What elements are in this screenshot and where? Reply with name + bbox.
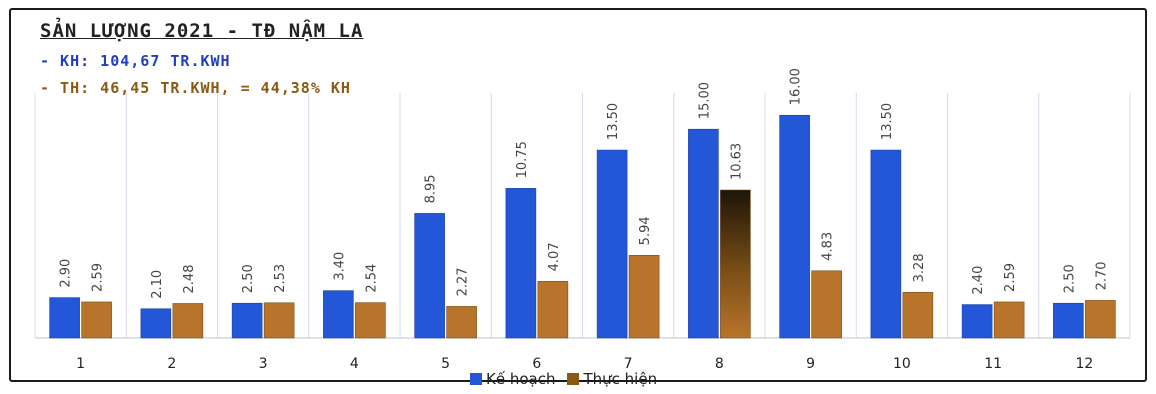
x-tick-label-7: 7 — [624, 356, 633, 372]
plan-label-11: 2.40 — [971, 266, 986, 295]
x-tick-label-8: 8 — [715, 356, 724, 372]
actual-bar-4 — [355, 302, 386, 339]
x-tick-label-1: 1 — [76, 356, 85, 372]
actual-bar-8 — [720, 189, 751, 339]
actual-label-4: 2.54 — [364, 264, 379, 293]
legend-item-actual: Thực hiện — [567, 370, 657, 388]
plan-summary: - KH: 104,67 TR.KWH — [40, 52, 231, 70]
actual-bar-9 — [811, 270, 842, 339]
x-tick-label-2: 2 — [167, 356, 176, 372]
plan-bar-12 — [1053, 302, 1084, 339]
plan-label-1: 2.90 — [59, 259, 74, 288]
plan-label-2: 2.10 — [150, 270, 165, 299]
actual-label-11: 2.59 — [1003, 263, 1018, 292]
actual-label-5: 2.27 — [456, 267, 471, 296]
plan-bar-6 — [505, 188, 537, 339]
actual-bar-3 — [263, 302, 295, 339]
actual-label-12: 2.70 — [1094, 261, 1109, 290]
plan-bar-7 — [596, 149, 628, 339]
legend-swatch-plan — [470, 373, 482, 385]
actual-bar-12 — [1085, 300, 1116, 339]
x-tick-label-9: 9 — [806, 356, 815, 372]
chart-legend: Kế hoạch Thực hiện — [470, 370, 663, 388]
actual-label-2: 2.48 — [182, 265, 197, 294]
actual-bar-11 — [993, 301, 1025, 339]
plan-label-3: 2.50 — [241, 264, 256, 293]
actual-bar-7 — [628, 255, 660, 339]
plan-bar-8 — [688, 128, 719, 339]
legend-item-plan: Kế hoạch — [470, 370, 555, 388]
legend-label-actual: Thực hiện — [583, 370, 658, 388]
x-tick-label-4: 4 — [350, 356, 359, 372]
actual-bar-2 — [172, 303, 204, 339]
plan-label-9: 16.00 — [789, 68, 804, 105]
plan-label-12: 2.50 — [1062, 264, 1077, 293]
legend-swatch-actual — [567, 373, 580, 385]
legend-label-plan: Kế hoạch — [486, 370, 556, 388]
actual-summary: - TH: 46,45 TR.KWH, = 44,38% KH — [40, 79, 351, 97]
actual-label-8: 10.63 — [729, 143, 744, 180]
plan-label-5: 8.95 — [424, 174, 439, 203]
plan-label-4: 3.40 — [332, 252, 347, 281]
x-tick-label-12: 12 — [1075, 356, 1093, 372]
actual-label-3: 2.53 — [273, 264, 288, 293]
plan-bar-11 — [961, 304, 993, 339]
actual-label-1: 2.59 — [91, 263, 106, 292]
actual-label-10: 3.28 — [912, 253, 927, 282]
x-tick-label-3: 3 — [259, 356, 268, 372]
plan-label-6: 10.75 — [515, 141, 530, 178]
actual-bar-10 — [902, 292, 934, 339]
plan-label-7: 13.50 — [606, 103, 621, 140]
x-tick-label-6: 6 — [532, 356, 541, 372]
x-tick-label-10: 10 — [893, 356, 911, 372]
plan-bar-1 — [49, 297, 80, 339]
plan-bar-2 — [140, 308, 172, 339]
chart-title: SẢN LƯỢNG 2021 - TĐ NẬM LA — [40, 20, 364, 42]
x-tick-label-11: 11 — [984, 356, 1002, 372]
x-tick-label-5: 5 — [441, 356, 450, 372]
plan-bar-10 — [870, 149, 902, 339]
actual-bar-5 — [446, 306, 477, 339]
actual-bar-6 — [537, 281, 569, 339]
plan-label-10: 13.50 — [880, 103, 895, 140]
plan-bar-5 — [414, 213, 445, 339]
plan-bar-4 — [323, 290, 354, 339]
plan-label-8: 15.00 — [697, 82, 712, 119]
actual-label-6: 4.07 — [547, 242, 562, 271]
actual-bar-1 — [81, 301, 112, 339]
plan-bar-3 — [231, 302, 263, 339]
actual-label-9: 4.83 — [821, 232, 836, 261]
actual-label-7: 5.94 — [638, 216, 653, 245]
plan-bar-9 — [779, 114, 810, 339]
